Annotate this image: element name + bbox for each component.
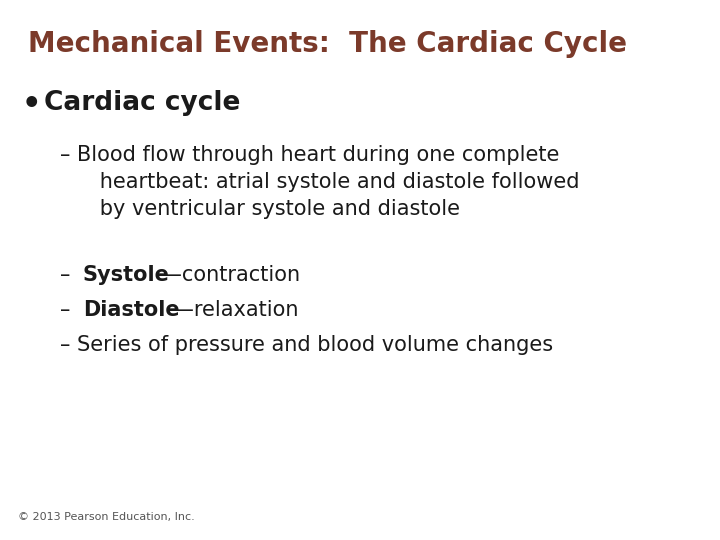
Text: Systole: Systole [83,265,170,285]
Text: – Series of pressure and blood volume changes: – Series of pressure and blood volume ch… [60,335,553,355]
Text: –: – [60,300,77,320]
Text: —relaxation: —relaxation [173,300,299,320]
Text: —contraction: —contraction [161,265,300,285]
Text: © 2013 Pearson Education, Inc.: © 2013 Pearson Education, Inc. [18,512,194,522]
Text: Cardiac cycle: Cardiac cycle [44,90,240,116]
Text: •: • [22,90,42,119]
Text: – Blood flow through heart during one complete
      heartbeat: atrial systole a: – Blood flow through heart during one co… [60,145,580,219]
Text: Mechanical Events:  The Cardiac Cycle: Mechanical Events: The Cardiac Cycle [28,30,627,58]
Text: –: – [60,265,77,285]
Text: Diastole: Diastole [83,300,179,320]
